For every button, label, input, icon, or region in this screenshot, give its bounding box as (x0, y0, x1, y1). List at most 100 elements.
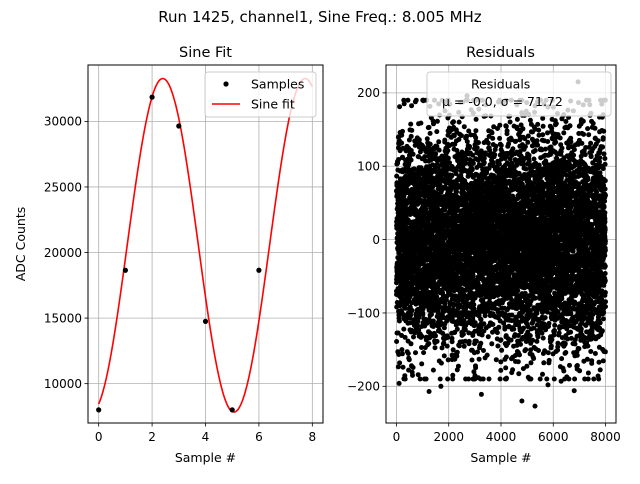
residual-point (450, 373, 455, 378)
sine-fit-title: Sine Fit (179, 45, 232, 61)
residual-point (424, 377, 429, 382)
residuals-y-tick-label: 100 (357, 160, 380, 174)
sine-fit-plot-area (96, 79, 312, 413)
residual-point (450, 339, 455, 344)
residuals-x-tick-label: 6000 (538, 430, 569, 444)
residual-point (427, 125, 432, 130)
sine-fit-x-tick-label: 6 (255, 430, 263, 444)
residual-point (490, 130, 495, 135)
residual-point (483, 313, 488, 318)
sample-point (176, 123, 181, 128)
residual-point (499, 348, 504, 353)
residual-point (497, 136, 502, 141)
residual-point (504, 355, 509, 360)
residual-point (465, 139, 470, 144)
residual-point (518, 342, 523, 347)
residual-point (470, 167, 475, 172)
residual-point (413, 350, 418, 355)
sine-fit-y-tick-label: 15000 (44, 311, 82, 325)
residual-point (403, 377, 408, 382)
residual-point (471, 161, 476, 166)
residual-point (498, 377, 503, 382)
residual-point (506, 141, 511, 146)
residual-point (400, 129, 405, 134)
residual-point (476, 140, 481, 145)
residual-point (445, 377, 450, 382)
residual-point (521, 326, 526, 331)
residual-point (473, 365, 478, 370)
residual-point (442, 353, 447, 358)
residual-point (409, 128, 414, 133)
residual-point (481, 348, 486, 353)
residual-point (464, 134, 469, 139)
residual-point (482, 160, 487, 165)
residual-point (455, 350, 460, 355)
residual-point (397, 319, 402, 324)
residual-point (445, 344, 450, 349)
residual-point (418, 121, 423, 126)
residual-point (399, 141, 404, 146)
residual-point (494, 357, 499, 362)
residual-point (461, 332, 466, 337)
residual-point (405, 98, 410, 103)
residual-point (433, 345, 438, 350)
residual-point (462, 344, 467, 349)
residuals-y-tick-label: 0 (372, 233, 380, 247)
sine-fit-y-tick-label: 25000 (44, 180, 82, 194)
sample-point (123, 268, 128, 273)
residual-point (437, 148, 442, 153)
residual-point (407, 357, 412, 362)
residuals-x-tick-label: 8000 (590, 430, 621, 444)
residual-point (510, 146, 515, 151)
residual-point (467, 144, 472, 149)
residual-point (490, 136, 495, 141)
residual-point (394, 339, 399, 344)
residual-point (496, 325, 501, 330)
sine-fit-legend: Samples Sine fit (205, 72, 316, 117)
residual-point (411, 152, 416, 157)
residual-point (499, 337, 504, 342)
residual-point (442, 325, 447, 330)
residual-point (397, 360, 402, 365)
residual-point (467, 339, 472, 344)
legend-sine-fit-label: Sine fit (251, 97, 295, 112)
sine-fit-ylabel: ADC Counts (13, 207, 28, 282)
sine-fit-y-tick-label: 20000 (44, 246, 82, 260)
sine-fit-x-tick-label: 8 (308, 430, 316, 444)
residual-point (498, 368, 503, 373)
sine-fit-grid (88, 65, 323, 423)
residual-point (516, 359, 521, 364)
residual-point (503, 365, 508, 370)
sine-fit-y-tick-label: 30000 (44, 115, 82, 129)
residual-point (511, 327, 516, 332)
residual-point (434, 294, 439, 299)
residual-point (474, 339, 479, 344)
residual-point (510, 367, 515, 372)
residual-point (439, 361, 444, 366)
legend-samples-marker (223, 81, 228, 86)
residual-point (466, 377, 471, 382)
residual-point (414, 98, 419, 103)
sine-fit-x-tick-label: 4 (202, 430, 210, 444)
residual-point (445, 335, 450, 340)
residual-point (495, 344, 500, 349)
sample-point (96, 407, 101, 412)
residual-point (456, 364, 461, 369)
residual-point (499, 143, 504, 148)
residual-point (473, 128, 478, 133)
residual-point (410, 308, 415, 313)
residual-point (402, 101, 407, 106)
residual-point (508, 120, 513, 125)
residual-point (406, 351, 411, 356)
residual-point (493, 144, 498, 149)
residual-point (442, 138, 447, 143)
residual-point (401, 365, 406, 370)
residual-point (435, 339, 440, 344)
residual-point (416, 372, 421, 377)
residual-point (431, 368, 436, 373)
residuals-y-tick-label: 200 (357, 86, 380, 100)
